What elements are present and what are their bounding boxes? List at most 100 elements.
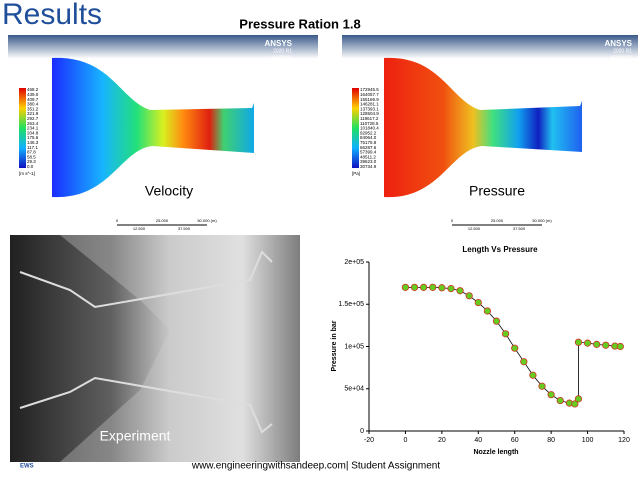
data-point bbox=[511, 344, 519, 352]
panel-label: Experiment bbox=[100, 428, 171, 444]
scale-label: 0 bbox=[451, 218, 454, 223]
legend-value: 146.3 bbox=[27, 140, 39, 145]
scale-label: 37.500 bbox=[178, 226, 191, 231]
y-tick-label: 0 bbox=[360, 428, 364, 435]
y-tick-label: 1e+05 bbox=[344, 343, 364, 350]
nozzle-outline bbox=[19, 250, 273, 309]
panel-label: Pressure bbox=[469, 183, 525, 199]
legend-value: 292.7 bbox=[27, 116, 39, 121]
data-point bbox=[583, 339, 592, 347]
jet-region bbox=[60, 235, 300, 462]
legend-value: 409.7 bbox=[27, 97, 39, 102]
data-point bbox=[547, 391, 555, 399]
panel-label: Velocity bbox=[145, 183, 193, 199]
nozzle-outline bbox=[19, 376, 273, 434]
legend-value: 84064.0 bbox=[360, 135, 377, 140]
nozzle-contour bbox=[384, 57, 582, 198]
data-point bbox=[602, 341, 610, 349]
data-point bbox=[574, 395, 583, 403]
data-point bbox=[593, 340, 601, 348]
pressure-chart: Length Vs Pressure Nozzle length Pressur… bbox=[331, 245, 630, 456]
legend-value: 128504.9 bbox=[360, 111, 379, 116]
legend-value: 75175.8 bbox=[360, 140, 377, 145]
data-point bbox=[429, 283, 437, 291]
experiment-panel: Experiment bbox=[10, 235, 300, 462]
y-tick-label: 5e+04 bbox=[344, 386, 364, 393]
brand: ANSYS bbox=[604, 39, 632, 48]
chart-title: Length Vs Pressure bbox=[462, 245, 538, 254]
data-point bbox=[447, 285, 455, 293]
x-tick-label: 120 bbox=[618, 437, 630, 444]
data-point bbox=[492, 317, 501, 325]
experiment-photo bbox=[10, 235, 300, 462]
legend-value: 48511.2 bbox=[360, 154, 376, 159]
footer-text: www.engineeringwithsandeep.com| Student … bbox=[191, 461, 441, 472]
legend-value: 146281.1 bbox=[360, 102, 379, 107]
data-point bbox=[556, 396, 564, 405]
data-point bbox=[474, 298, 482, 307]
legend-value: 58.5 bbox=[27, 154, 36, 159]
legend-value: 263.4 bbox=[27, 121, 39, 126]
legend-value: 468.2 bbox=[27, 87, 39, 92]
x-axis-label: Nozzle length bbox=[473, 449, 518, 456]
data-point bbox=[410, 283, 419, 291]
data-point bbox=[456, 287, 464, 295]
legend-value: 204.8 bbox=[27, 130, 39, 135]
legend-value: 29.3 bbox=[27, 159, 36, 164]
data-point bbox=[529, 371, 537, 379]
legend-value: 380.4 bbox=[27, 102, 39, 107]
legend-value: 30734.9 bbox=[360, 164, 377, 169]
legend-value: 87.8 bbox=[27, 150, 36, 155]
legend-value: 155169.9 bbox=[360, 97, 379, 102]
colorbar bbox=[19, 88, 26, 168]
legend-value: 137393.1 bbox=[360, 106, 379, 111]
scale-label: 0 bbox=[116, 218, 119, 223]
legend-value: 0.0 bbox=[27, 164, 34, 169]
legend-unit: [m s^-1] bbox=[19, 171, 35, 176]
data-point bbox=[420, 283, 428, 291]
footer-logo: EWS bbox=[20, 464, 34, 470]
legend-value: 172945.5 bbox=[360, 87, 379, 92]
colorbar bbox=[352, 88, 359, 168]
legend-value: 117.1 bbox=[27, 145, 38, 150]
scale-label: 37.500 bbox=[513, 226, 526, 231]
scale-label: 12.500 bbox=[133, 226, 146, 231]
y-axis-label: Pressure in bar bbox=[331, 320, 338, 371]
brand: ANSYS bbox=[264, 39, 292, 48]
scale-label: 25.000 bbox=[156, 218, 169, 223]
data-point bbox=[538, 382, 546, 390]
legend-value: 110728.5 bbox=[360, 121, 379, 126]
scale-label: 25.000 bbox=[491, 218, 504, 223]
pressure-panel: ANSYS 2020 R1 ACADEMIC Pressure 172945.5… bbox=[342, 35, 638, 233]
legend-value: 66287.6 bbox=[360, 145, 377, 150]
slide-title: Results bbox=[2, 0, 102, 31]
data-point bbox=[571, 400, 579, 408]
x-tick-label: 0 bbox=[403, 437, 407, 444]
data-point bbox=[401, 283, 410, 291]
legend: 172945.5164057.7155169.9146281.1137393.1… bbox=[352, 87, 552, 231]
data-point bbox=[574, 338, 583, 346]
x-tick-label: -20 bbox=[364, 437, 374, 444]
data-point bbox=[520, 358, 528, 366]
x-tick-label: 60 bbox=[511, 437, 519, 444]
data-point bbox=[616, 342, 624, 351]
legend-value: 57399.4 bbox=[360, 150, 377, 155]
version: 2020 R1 bbox=[613, 48, 632, 54]
legend-value: 92952.2 bbox=[360, 130, 377, 135]
x-tick-label: 100 bbox=[582, 437, 594, 444]
data-point bbox=[502, 330, 510, 338]
data-point bbox=[465, 292, 473, 300]
y-tick-label: 1.5e+05 bbox=[339, 301, 365, 308]
legend-value: 164057.7 bbox=[360, 92, 379, 97]
legend-value: 351.2 bbox=[27, 106, 39, 111]
x-tick-label: 80 bbox=[547, 437, 555, 444]
legend: 468.2439.0409.7380.4351.2321.9292.7263.4… bbox=[19, 87, 217, 231]
slide-subtitle: Pressure Ration 1.8 bbox=[239, 16, 360, 31]
legend-value: 175.6 bbox=[27, 135, 39, 140]
velocity-panel: ANSYS 2020 R1 ACADEMIC Velocity 468.2439… bbox=[8, 35, 318, 233]
edition: ACADEMIC bbox=[271, 54, 292, 59]
legend-value: 39623.0 bbox=[360, 159, 377, 164]
legend-value: 101840.4 bbox=[360, 126, 379, 131]
legend-value: 234.1 bbox=[27, 126, 39, 131]
